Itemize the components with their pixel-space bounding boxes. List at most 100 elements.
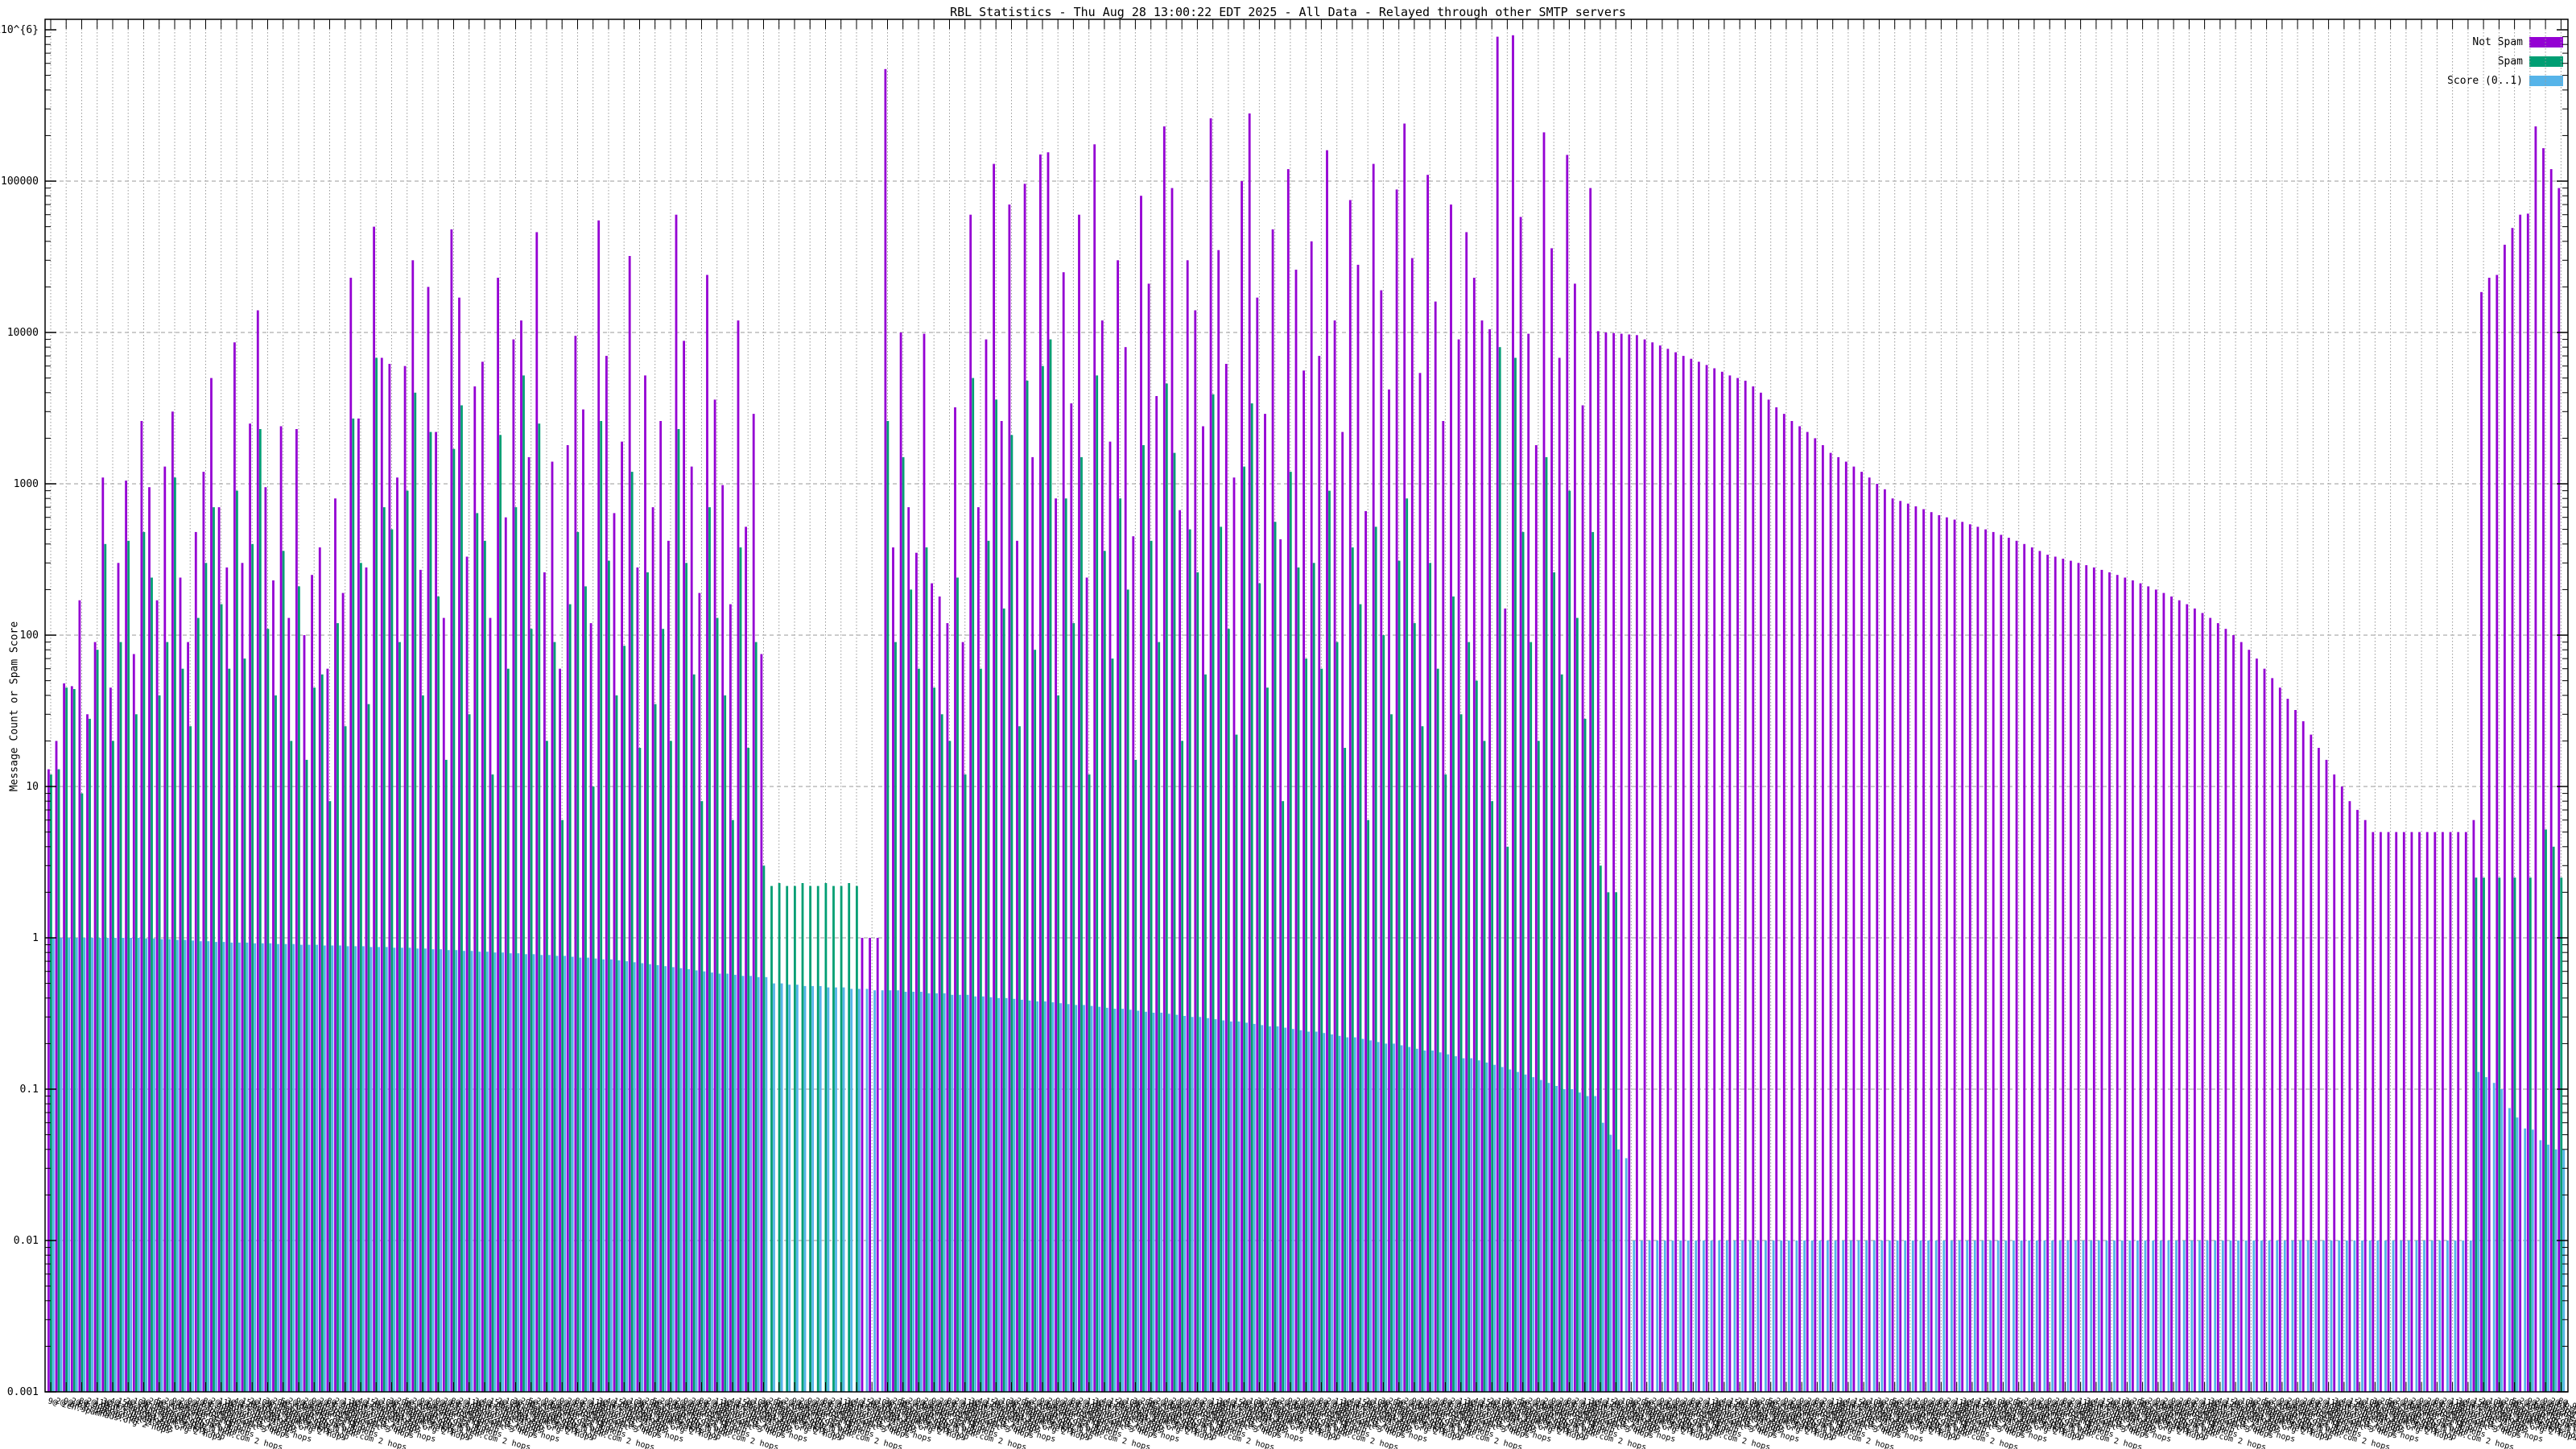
not-spam-bar bbox=[1829, 452, 1832, 1392]
spam-bar bbox=[452, 448, 456, 1393]
score-bar bbox=[951, 994, 954, 1392]
spam-bar bbox=[592, 786, 595, 1392]
not-spam-bar bbox=[1844, 461, 1847, 1392]
not-spam-bar bbox=[1380, 290, 1383, 1393]
spam-bar bbox=[344, 726, 347, 1392]
not-spam-bar bbox=[2062, 559, 2065, 1392]
not-spam-bar bbox=[566, 445, 569, 1392]
not-spam-bar bbox=[1814, 438, 1817, 1392]
score-bar bbox=[385, 947, 388, 1392]
not-spam-bar bbox=[2100, 569, 2103, 1392]
not-spam-bar bbox=[2318, 748, 2320, 1392]
not-spam-bar bbox=[93, 642, 97, 1392]
spam-bar bbox=[174, 477, 176, 1393]
not-spam-bar bbox=[884, 68, 887, 1392]
score-bar bbox=[1671, 1241, 1674, 1392]
not-spam-bar bbox=[2077, 563, 2080, 1392]
score-bar bbox=[192, 940, 194, 1392]
not-spam-bar bbox=[1286, 169, 1290, 1393]
not-spam-bar bbox=[1868, 477, 1871, 1393]
not-spam-bar bbox=[63, 683, 65, 1392]
score-bar bbox=[2074, 1241, 2077, 1392]
score-bar bbox=[1911, 1241, 1914, 1392]
score-bar bbox=[2376, 1241, 2380, 1392]
score-bar bbox=[502, 952, 504, 1392]
spam-bar bbox=[414, 392, 417, 1392]
spam-bar bbox=[948, 741, 952, 1392]
not-spam-bar bbox=[1271, 229, 1274, 1392]
score-bar bbox=[1810, 1241, 1814, 1392]
spam-bar bbox=[1049, 339, 1052, 1393]
spam-bar bbox=[1591, 531, 1595, 1392]
spam-bar bbox=[956, 577, 959, 1392]
not-spam-bar bbox=[1217, 250, 1220, 1393]
not-spam-bar bbox=[2363, 819, 2367, 1392]
score-bar bbox=[486, 952, 489, 1392]
spam-bar bbox=[1328, 490, 1331, 1392]
score-bar bbox=[1005, 997, 1008, 1392]
spam-bar bbox=[57, 769, 60, 1392]
score-bar bbox=[2508, 1108, 2511, 1392]
not-spam-bar bbox=[1581, 405, 1584, 1392]
score-bar bbox=[757, 976, 760, 1392]
not-spam-bar bbox=[2147, 586, 2150, 1392]
score-bar bbox=[222, 942, 225, 1392]
score-bar bbox=[1989, 1241, 1992, 1392]
spam-bar bbox=[747, 748, 749, 1392]
score-bar bbox=[587, 957, 589, 1392]
score-bar bbox=[1044, 1001, 1046, 1392]
spam-bar bbox=[576, 531, 580, 1392]
not-spam-bar bbox=[1194, 310, 1197, 1392]
score-bar bbox=[1633, 1241, 1636, 1392]
score-bar bbox=[1385, 1043, 1388, 1392]
not-spam-bar bbox=[2333, 774, 2336, 1392]
not-spam-bar bbox=[1000, 421, 1003, 1392]
spam-bar bbox=[964, 774, 967, 1392]
not-spam-bar bbox=[915, 552, 918, 1393]
not-spam-bar bbox=[1055, 498, 1057, 1393]
score-bar bbox=[331, 945, 334, 1392]
not-spam-bar bbox=[2325, 759, 2328, 1392]
spam-bar bbox=[1359, 604, 1362, 1392]
not-spam-bar bbox=[2178, 600, 2181, 1392]
score-bar bbox=[1594, 1096, 1597, 1392]
score-bar bbox=[1718, 1241, 1721, 1392]
y-tick-label: 1 bbox=[32, 932, 39, 944]
not-spam-bar bbox=[2286, 699, 2289, 1392]
spam-bar bbox=[677, 429, 680, 1392]
spam-bar bbox=[1607, 892, 1610, 1392]
not-spam-bar bbox=[946, 623, 949, 1392]
score-bar bbox=[2353, 1241, 2356, 1392]
not-spam-bar bbox=[1930, 512, 1933, 1393]
score-bar bbox=[2028, 1241, 2031, 1392]
not-spam-bar bbox=[109, 687, 112, 1392]
score-bar bbox=[1880, 1241, 1884, 1392]
not-spam-bar bbox=[2425, 832, 2429, 1392]
score-bar bbox=[1710, 1241, 1713, 1392]
spam-bar bbox=[987, 540, 990, 1392]
y-tick-label: 0.001 bbox=[7, 1386, 39, 1398]
not-spam-bar bbox=[1170, 188, 1174, 1393]
not-spam-bar bbox=[613, 513, 616, 1392]
score-bar bbox=[1175, 1014, 1179, 1392]
score-bar bbox=[1051, 1002, 1055, 1392]
score-bar bbox=[308, 944, 311, 1392]
spam-bar bbox=[1034, 650, 1037, 1392]
score-bar bbox=[1393, 1043, 1395, 1392]
not-spam-bar bbox=[2519, 214, 2522, 1393]
y-tick-label: 10000 bbox=[7, 327, 39, 339]
score-bar bbox=[160, 939, 163, 1392]
score-bar bbox=[788, 985, 791, 1392]
score-bar bbox=[277, 943, 279, 1392]
score-bar bbox=[1075, 1005, 1078, 1392]
not-spam-bar bbox=[70, 686, 73, 1392]
not-spam-bar bbox=[1876, 484, 1879, 1392]
not-spam-bar bbox=[938, 597, 941, 1392]
score-bar bbox=[300, 944, 303, 1392]
not-spam-bar bbox=[396, 477, 398, 1393]
spam-bar bbox=[266, 629, 270, 1392]
score-bar bbox=[2469, 1241, 2472, 1392]
score-bar bbox=[1919, 1241, 1922, 1392]
not-spam-bar bbox=[876, 938, 879, 1392]
spam-bar bbox=[630, 472, 634, 1392]
